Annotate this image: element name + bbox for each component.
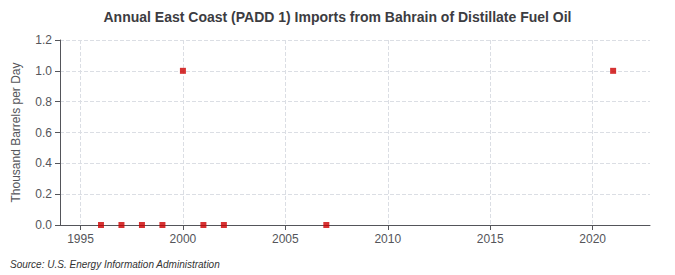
svg-text:2015: 2015 [477, 232, 504, 246]
svg-text:0.0: 0.0 [35, 218, 52, 232]
svg-text:0.8: 0.8 [35, 95, 52, 109]
svg-text:1.0: 1.0 [35, 64, 52, 78]
svg-text:2005: 2005 [272, 232, 299, 246]
svg-text:2000: 2000 [170, 232, 197, 246]
svg-text:Source: U.S. Energy Informatio: Source: U.S. Energy Information Administ… [10, 259, 220, 270]
svg-text:0.4: 0.4 [35, 156, 52, 170]
svg-text:0.6: 0.6 [35, 126, 52, 140]
svg-text:1995: 1995 [67, 232, 94, 246]
svg-text:0.2: 0.2 [35, 187, 52, 201]
svg-text:Annual East Coast (PADD 1) Imp: Annual East Coast (PADD 1) Imports from … [103, 9, 571, 25]
svg-text:1.2: 1.2 [35, 33, 52, 47]
svg-text:2020: 2020 [579, 232, 606, 246]
svg-text:2010: 2010 [374, 232, 401, 246]
svg-text:Thousand Barrels per Day: Thousand Barrels per Day [9, 62, 23, 202]
